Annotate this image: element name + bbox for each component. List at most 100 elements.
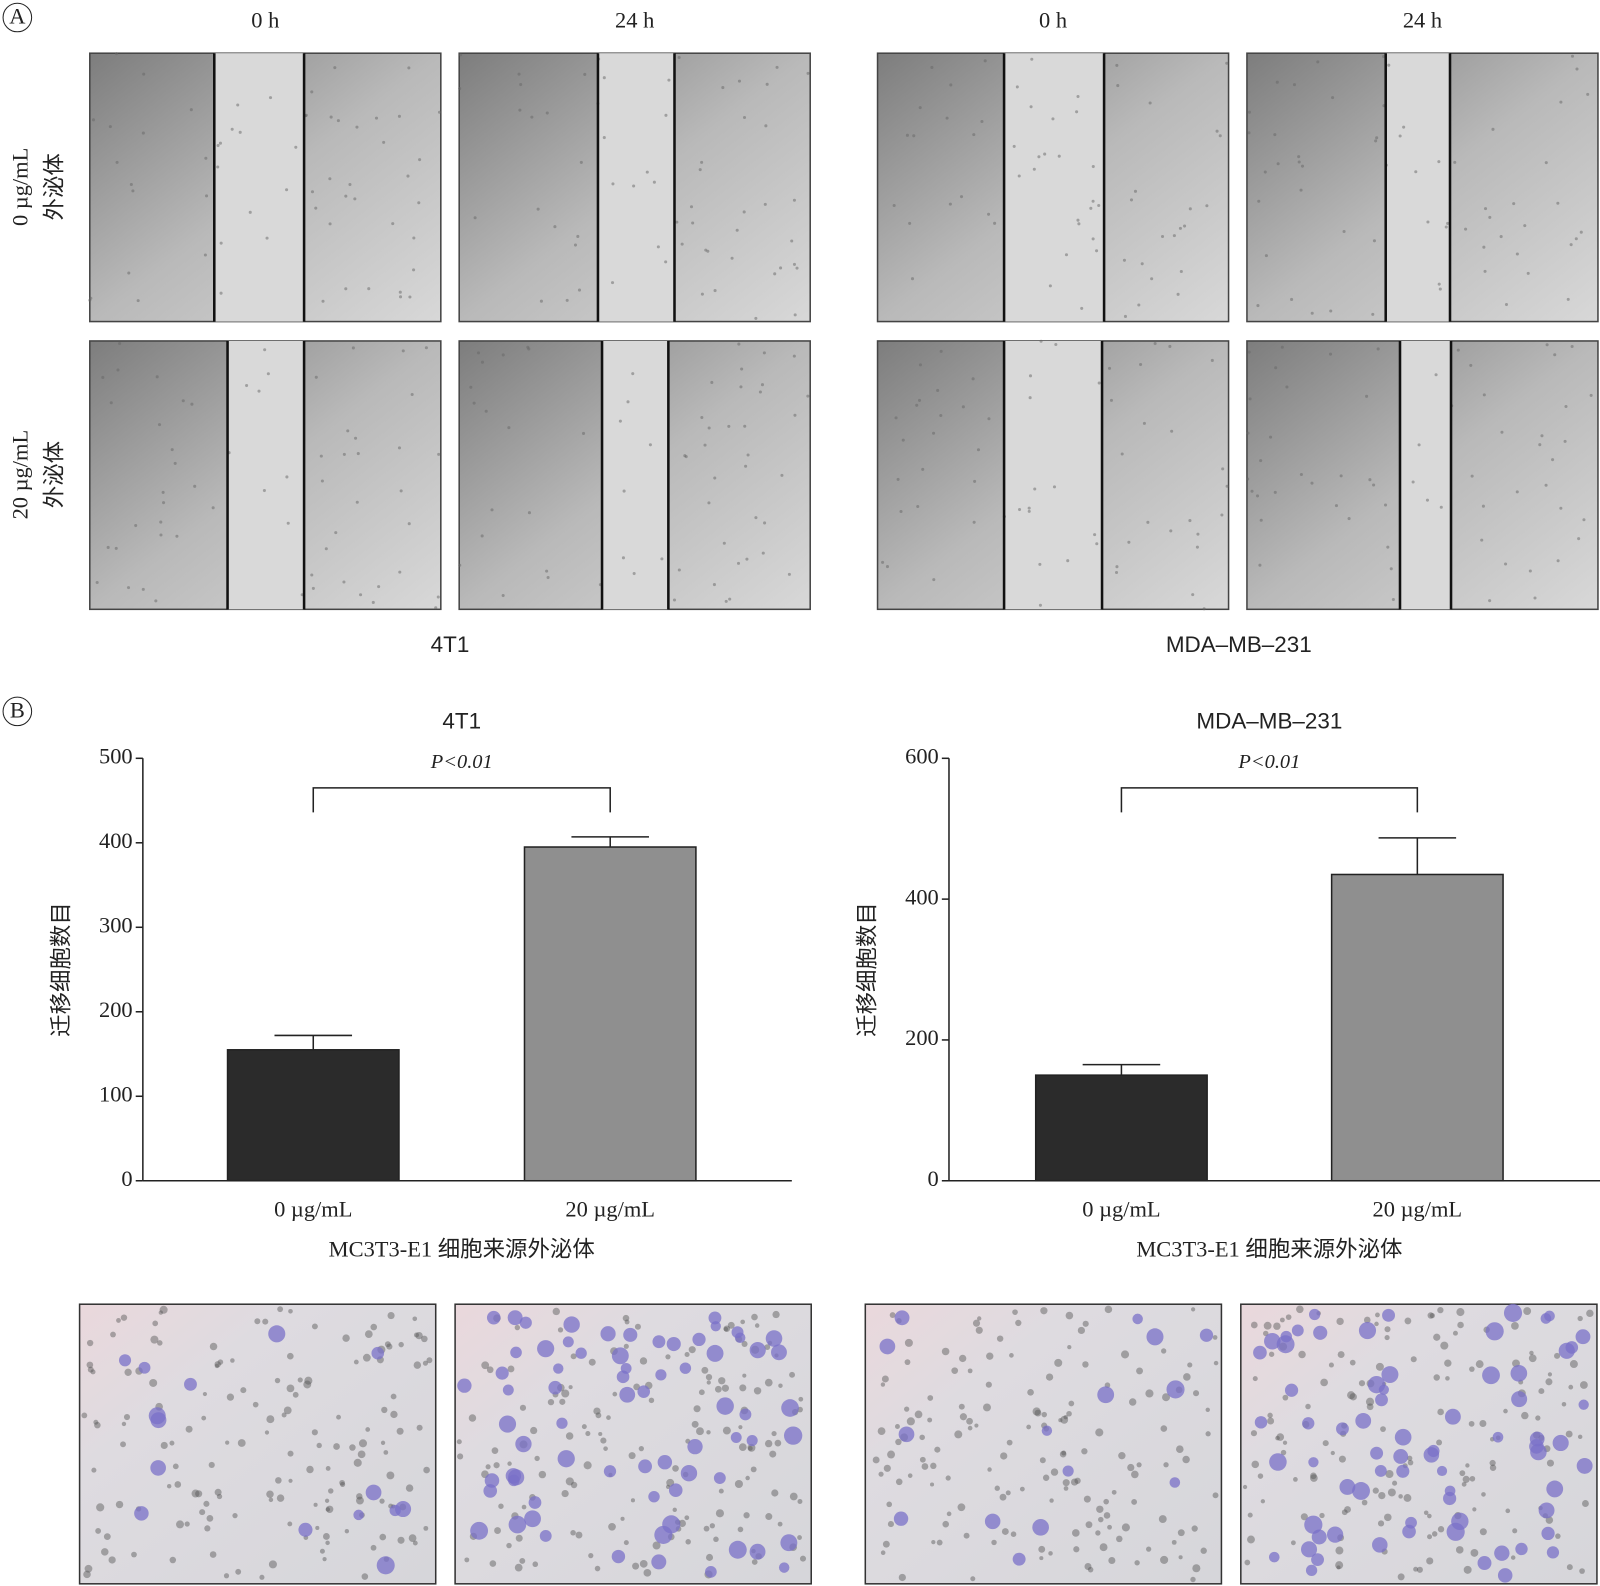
cell-speck bbox=[406, 174, 410, 178]
stain-speck bbox=[1293, 1477, 1298, 1482]
stain-speck bbox=[426, 1357, 433, 1364]
stain-speck bbox=[1387, 1488, 1396, 1497]
cell-speck bbox=[1329, 309, 1333, 313]
stain-speck bbox=[1242, 1484, 1248, 1490]
stain-speck bbox=[413, 1361, 422, 1369]
stain-speck bbox=[370, 1323, 378, 1331]
stain-speck bbox=[945, 1475, 951, 1481]
column-label: 0 h bbox=[1039, 8, 1067, 33]
migrated-cell bbox=[623, 1327, 638, 1342]
stain-speck bbox=[595, 1412, 602, 1419]
cell-speck bbox=[294, 145, 298, 149]
migrated-cell bbox=[1269, 1453, 1287, 1471]
scratch-gap bbox=[1400, 340, 1452, 610]
stain-speck bbox=[1054, 1358, 1063, 1367]
cell-speck bbox=[721, 86, 725, 90]
stain-speck bbox=[665, 1354, 671, 1360]
cell-speck bbox=[1048, 284, 1052, 288]
stain-speck bbox=[907, 1473, 913, 1478]
stain-speck bbox=[398, 1341, 404, 1348]
y-tick-label: 200 bbox=[905, 1025, 939, 1050]
cell-line-label: 4T1 bbox=[431, 632, 470, 657]
stain-speck bbox=[1512, 1528, 1518, 1534]
cell-speck bbox=[1515, 490, 1519, 494]
significance-bracket bbox=[312, 787, 611, 813]
stain-speck bbox=[390, 1393, 397, 1400]
cell-speck bbox=[746, 453, 750, 457]
cell-speck bbox=[1115, 63, 1119, 67]
stain-speck bbox=[996, 1335, 1004, 1342]
stain-speck bbox=[1128, 1398, 1137, 1406]
stain-speck bbox=[81, 1412, 88, 1419]
cell-speck bbox=[1170, 429, 1174, 433]
stain-speck bbox=[1161, 1348, 1167, 1354]
stain-speck bbox=[1554, 1352, 1561, 1359]
cell-speck bbox=[320, 479, 324, 483]
cell-speck bbox=[1089, 206, 1093, 210]
cell-speck bbox=[932, 578, 936, 582]
stain-speck bbox=[384, 1341, 391, 1348]
cell-speck bbox=[334, 531, 338, 535]
stain-speck bbox=[1267, 1417, 1275, 1425]
cell-speck bbox=[1066, 559, 1070, 563]
cell-speck bbox=[894, 416, 898, 420]
stain-speck bbox=[1445, 1376, 1450, 1381]
stain-speck bbox=[356, 1493, 363, 1500]
cell-speck bbox=[1299, 472, 1303, 477]
cell-speck bbox=[1559, 506, 1563, 510]
stain-speck bbox=[1187, 1362, 1193, 1368]
stain-speck bbox=[1365, 1397, 1375, 1406]
cell-speck bbox=[1052, 485, 1057, 489]
cell-speck bbox=[896, 477, 900, 481]
stain-speck bbox=[904, 1359, 911, 1366]
migrated-cell bbox=[1511, 1391, 1528, 1408]
stain-speck bbox=[665, 1484, 671, 1490]
migrated-cell bbox=[371, 1346, 385, 1360]
stain-speck bbox=[718, 1488, 724, 1494]
stain-speck bbox=[199, 1509, 206, 1516]
migrated-cell bbox=[1358, 1321, 1377, 1340]
migrated-cell bbox=[483, 1484, 498, 1498]
cell-speck bbox=[672, 598, 677, 602]
stain-speck bbox=[103, 1533, 111, 1541]
stain-speck bbox=[1081, 1448, 1088, 1455]
stain-speck bbox=[160, 1441, 168, 1450]
cell-speck bbox=[1248, 397, 1252, 401]
stain-speck bbox=[894, 1424, 900, 1429]
cell-speck bbox=[170, 448, 174, 452]
cell-speck bbox=[1482, 393, 1486, 397]
cell-speck bbox=[434, 606, 438, 610]
stain-speck bbox=[268, 1497, 274, 1503]
stain-speck bbox=[678, 1519, 686, 1528]
cell-speck bbox=[1375, 136, 1379, 140]
stain-speck bbox=[1099, 1543, 1108, 1552]
stain-speck bbox=[1085, 1521, 1093, 1529]
stain-speck bbox=[344, 1529, 350, 1534]
cell-speck bbox=[1250, 489, 1254, 493]
stain-speck bbox=[206, 1515, 214, 1522]
stain-speck bbox=[1407, 1459, 1414, 1466]
cell-speck bbox=[677, 568, 681, 572]
stain-speck bbox=[276, 1494, 285, 1502]
stain-speck bbox=[1479, 1528, 1487, 1536]
stain-speck bbox=[93, 1419, 99, 1425]
stain-speck bbox=[1349, 1359, 1356, 1366]
cell-speck bbox=[1446, 221, 1450, 225]
cell-speck bbox=[204, 156, 208, 160]
cell-speck bbox=[1178, 226, 1182, 230]
migrated-cell bbox=[539, 1530, 552, 1542]
cell-speck bbox=[892, 204, 896, 208]
migrated-cell bbox=[1503, 1303, 1523, 1322]
migrated-cell bbox=[498, 1415, 517, 1433]
cell-speck bbox=[1210, 358, 1214, 362]
stain-speck bbox=[1212, 1335, 1218, 1340]
migrated-cell bbox=[652, 1335, 666, 1349]
stain-speck bbox=[507, 1365, 515, 1373]
stain-speck bbox=[266, 1415, 275, 1424]
cell-speck bbox=[1127, 540, 1131, 544]
cell-speck bbox=[1276, 162, 1280, 166]
stain-speck bbox=[1335, 1546, 1344, 1555]
stain-speck bbox=[214, 1363, 220, 1369]
cell-speck bbox=[437, 110, 442, 114]
cell-speck bbox=[792, 354, 796, 358]
